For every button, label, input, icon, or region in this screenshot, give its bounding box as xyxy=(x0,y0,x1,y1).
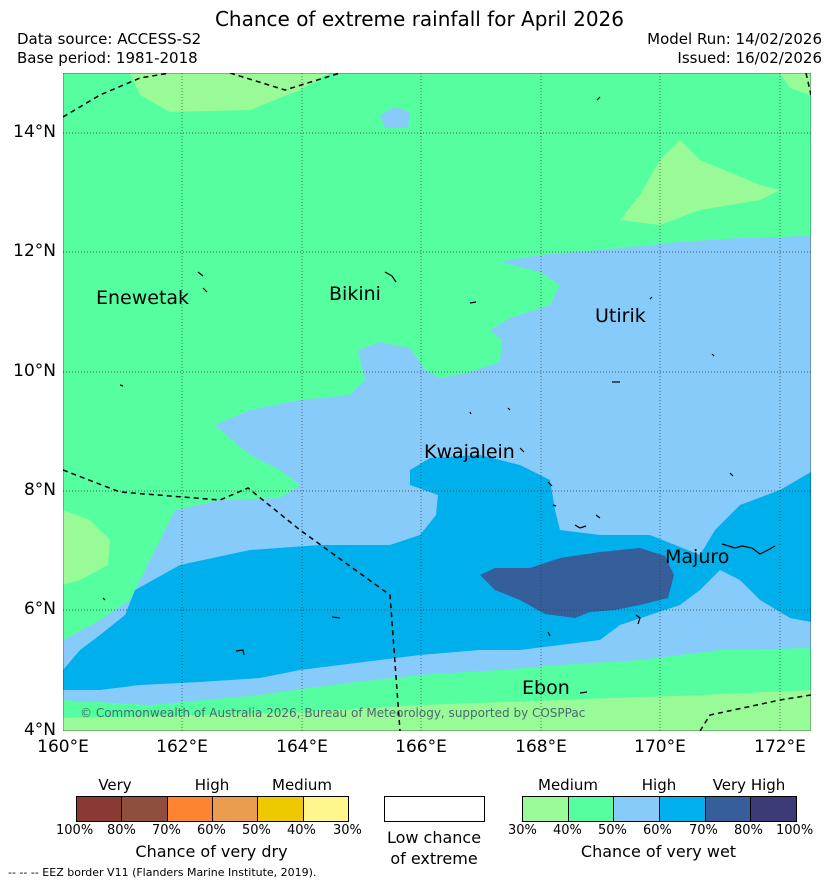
wet-30-40-region-east xyxy=(620,140,780,225)
place-label-enewetak: Enewetak xyxy=(96,287,190,309)
dry-caption: Chance of very dry xyxy=(135,842,288,861)
wet-50-60-region-north xyxy=(380,107,410,128)
lon-label-160e: 160°E xyxy=(37,737,89,757)
dry-colorbar xyxy=(76,796,349,822)
dry-swatch-3 xyxy=(167,797,213,821)
lat-label-12n: 12°N xyxy=(13,241,56,261)
wet-tick-40: 40% xyxy=(553,823,582,838)
dry-header-high: High xyxy=(194,776,230,794)
dry-tick-40: 40% xyxy=(287,823,316,838)
atoll-outlines xyxy=(102,96,776,694)
place-label-ebon: Ebon xyxy=(522,677,570,699)
wet-tick-60: 60% xyxy=(643,823,672,838)
eez-borders xyxy=(63,73,811,731)
dry-swatch-1 xyxy=(77,797,123,821)
neutral-caption-line1: Low chance xyxy=(386,828,482,847)
wet-swatch-3 xyxy=(614,797,661,821)
dry-tick-80: 80% xyxy=(107,823,136,838)
lat-label-4n: 4°N xyxy=(23,720,56,740)
lon-label-166e: 166°E xyxy=(395,737,447,757)
wet-60-70-region xyxy=(63,455,811,690)
dry-swatch-2 xyxy=(122,797,168,821)
wet-swatch-6 xyxy=(751,797,797,821)
wet-30-40-region-west xyxy=(63,510,110,585)
lon-label-170e: 170°E xyxy=(634,737,686,757)
data-source-text: Data source: ACCESS-S2 xyxy=(17,30,202,48)
eez-border-note: -- -- -- EEZ border V11 (Flanders Marine… xyxy=(8,866,317,879)
issued-text: Issued: 16/02/2026 xyxy=(677,49,822,67)
wet-tick-70: 70% xyxy=(689,823,718,838)
map-title: Chance of extreme rainfall for April 202… xyxy=(214,7,625,31)
wet-swatch-2 xyxy=(568,797,615,821)
dry-swatch-4 xyxy=(212,797,259,821)
wet-30-40-region-southedge xyxy=(63,690,811,731)
place-label-utirik: Utirik xyxy=(595,305,646,327)
lat-label-14n: 14°N xyxy=(13,122,56,142)
header-right: Model Run: 14/02/2026 Issued: 16/02/2026 xyxy=(647,30,822,68)
dry-tick-60: 60% xyxy=(197,823,226,838)
wet-tick-100: 100% xyxy=(776,823,814,838)
wet-caption: Chance of very wet xyxy=(580,842,737,861)
wet-colorbar xyxy=(522,796,797,822)
header-left: Data source: ACCESS-S2 Base period: 1981… xyxy=(17,30,201,68)
neutral-swatch xyxy=(384,796,485,822)
dry-tick-50: 50% xyxy=(242,823,271,838)
wet-swatch-5 xyxy=(705,797,752,821)
wet-swatch-1 xyxy=(523,797,569,821)
place-label-kwajalein: Kwajalein xyxy=(424,441,515,463)
lat-label-8n: 8°N xyxy=(23,480,56,500)
lat-label-6n: 6°N xyxy=(23,599,56,619)
lon-label-172e: 172°E xyxy=(754,737,806,757)
model-run-text: Model Run: 14/02/2026 xyxy=(647,30,822,48)
dry-swatch-5 xyxy=(258,797,304,821)
lon-label-162e: 162°E xyxy=(156,737,208,757)
place-label-majuro: Majuro xyxy=(665,546,730,568)
base-period-text: Base period: 1981-2018 xyxy=(17,49,198,67)
wet-70-80-region xyxy=(480,548,674,618)
place-label-bikini: Bikini xyxy=(329,283,381,305)
dry-tick-100: 100% xyxy=(56,823,94,838)
wet-tick-50: 50% xyxy=(598,823,627,838)
dry-tick-30: 30% xyxy=(333,823,362,838)
neutral-caption: Low chance of extreme xyxy=(364,827,504,869)
wet-header-high: High xyxy=(641,776,677,794)
dry-header-medium: Medium xyxy=(272,776,332,794)
lon-label-164e: 164°E xyxy=(276,737,328,757)
rainfall-map xyxy=(63,73,811,731)
dry-tick-70: 70% xyxy=(152,823,181,838)
dry-swatch-6 xyxy=(303,797,348,821)
wet-30-40-region-north xyxy=(130,73,330,112)
lon-label-168e: 168°E xyxy=(515,737,567,757)
copyright-notice: © Commonwealth of Australia 2026, Bureau… xyxy=(80,706,586,720)
wet-swatch-4 xyxy=(660,797,706,821)
wet-30-40-region-ne xyxy=(780,73,811,95)
lat-label-10n: 10°N xyxy=(13,361,56,381)
wet-tick-30: 30% xyxy=(508,823,537,838)
wet-header-very-high: Very High xyxy=(712,776,786,794)
wet-tick-80: 80% xyxy=(734,823,763,838)
neutral-caption-line2: of extreme xyxy=(390,849,478,868)
wet-header-medium: Medium xyxy=(538,776,598,794)
